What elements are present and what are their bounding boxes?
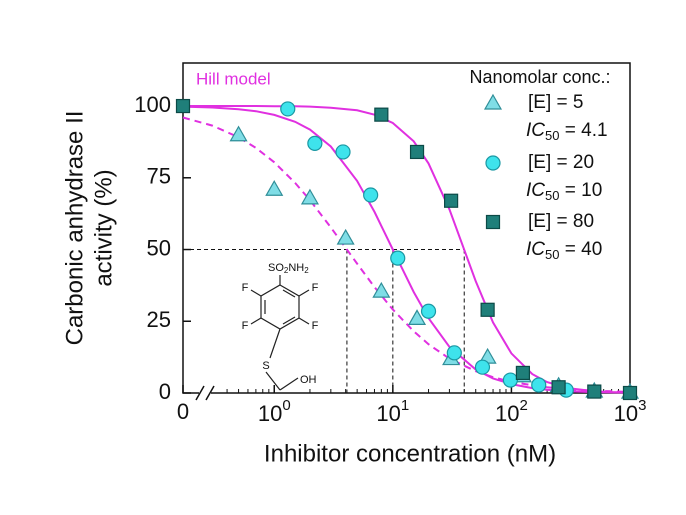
y-tick-label: 50 [147,235,171,260]
square-marker [587,384,602,399]
triangle-marker [229,125,248,142]
x-tick-label: 103 [614,397,647,426]
triangle-marker [483,93,503,110]
circle-marker [531,377,547,393]
x-tick-exponent: 1 [401,397,409,414]
note-sub: 50 [545,188,559,203]
note-value: = 4.1 [559,120,607,141]
x-tick-label: 100 [258,397,291,426]
bond [250,289,262,297]
triangle-marker [336,228,355,245]
bond [298,289,310,297]
note-italic: IC [526,180,545,201]
legend-note: IC50 = 4.1 [526,120,608,143]
fluorine-label: F [242,282,249,294]
x-tick-exponent: 0 [282,397,290,414]
bond [298,317,310,325]
fluorine-label: F [312,282,319,294]
square-marker [444,193,459,208]
x-tick-exponent: 2 [519,397,527,414]
square-marker [175,98,191,114]
bond [250,317,262,325]
break-slash [205,385,215,401]
bond [279,377,299,391]
y-tick-label: 0 [159,379,171,404]
note-italic: IC [526,239,545,260]
bond [282,316,296,325]
x-tick-label: 102 [495,397,528,426]
x-tick-exponent: 3 [638,397,646,414]
benzene-ring [260,284,300,330]
legend-note: IC50 = 10 [526,180,602,203]
x-tick-base: 10 [495,401,519,426]
hydroxyl-label: OH [300,374,317,386]
circle-marker [280,101,296,117]
legend-note: IC50 = 40 [526,239,602,262]
legend-title: Nanomolar conc.: [469,67,610,87]
plot-frame [182,62,631,394]
note-value: = 40 [559,239,602,260]
y-tick-label: 75 [147,164,171,189]
square-marker [374,107,389,122]
triangle-marker [372,281,391,298]
sulfonamide-label: SO2NH2 [268,262,309,275]
note-sub: 50 [545,247,559,262]
circle-marker [363,187,379,203]
note-italic: IC [526,120,545,141]
legend-label: [E] = 20 [528,152,594,173]
y-axis-label: Carbonic anhydrase II [61,111,88,346]
square-marker [485,214,501,230]
y-tick-label: 100 [134,92,171,117]
x-tick-label: 0 [177,399,189,424]
circle-marker [420,303,437,319]
sulfur-label: S [262,360,269,372]
circle-marker [474,359,491,375]
square-marker [551,380,566,395]
y-tick-label: 25 [147,307,171,332]
bond [282,289,296,298]
legend-label: [E] = 80 [528,211,594,232]
bond [269,328,281,359]
bond [265,371,281,391]
x-tick-base: 10 [376,401,400,426]
break-slash [195,385,205,401]
square-marker [622,385,638,401]
circle-marker [485,155,501,171]
x-tick-label: 101 [376,397,409,426]
x-tick-base: 10 [258,401,282,426]
square-marker [480,302,495,317]
annotation: Hill model [196,69,271,88]
circle-marker [502,372,518,388]
note-value: = 10 [559,180,602,201]
legend-label: [E] = 5 [528,92,583,113]
circle-marker [390,250,406,266]
fluorine-label: F [312,320,319,332]
x-tick-base: 10 [614,401,638,426]
triangle-marker [408,309,427,325]
note-sub: 50 [545,128,559,143]
axis-break [195,385,215,401]
structure [250,275,310,391]
fluorine-label: F [242,320,249,332]
circle-marker [307,135,323,151]
circle-marker [446,345,462,361]
circle-marker [335,144,351,160]
x-axis-label: Inhibitor concentration (nM) [264,440,556,467]
triangle-marker [300,188,319,205]
structure-labels: SO2NH2 F F F F S OH [242,262,319,386]
triangle-marker [265,180,284,196]
y-axis-label: activity (%) [90,169,117,286]
square-marker [409,144,425,160]
square-marker [515,365,531,381]
